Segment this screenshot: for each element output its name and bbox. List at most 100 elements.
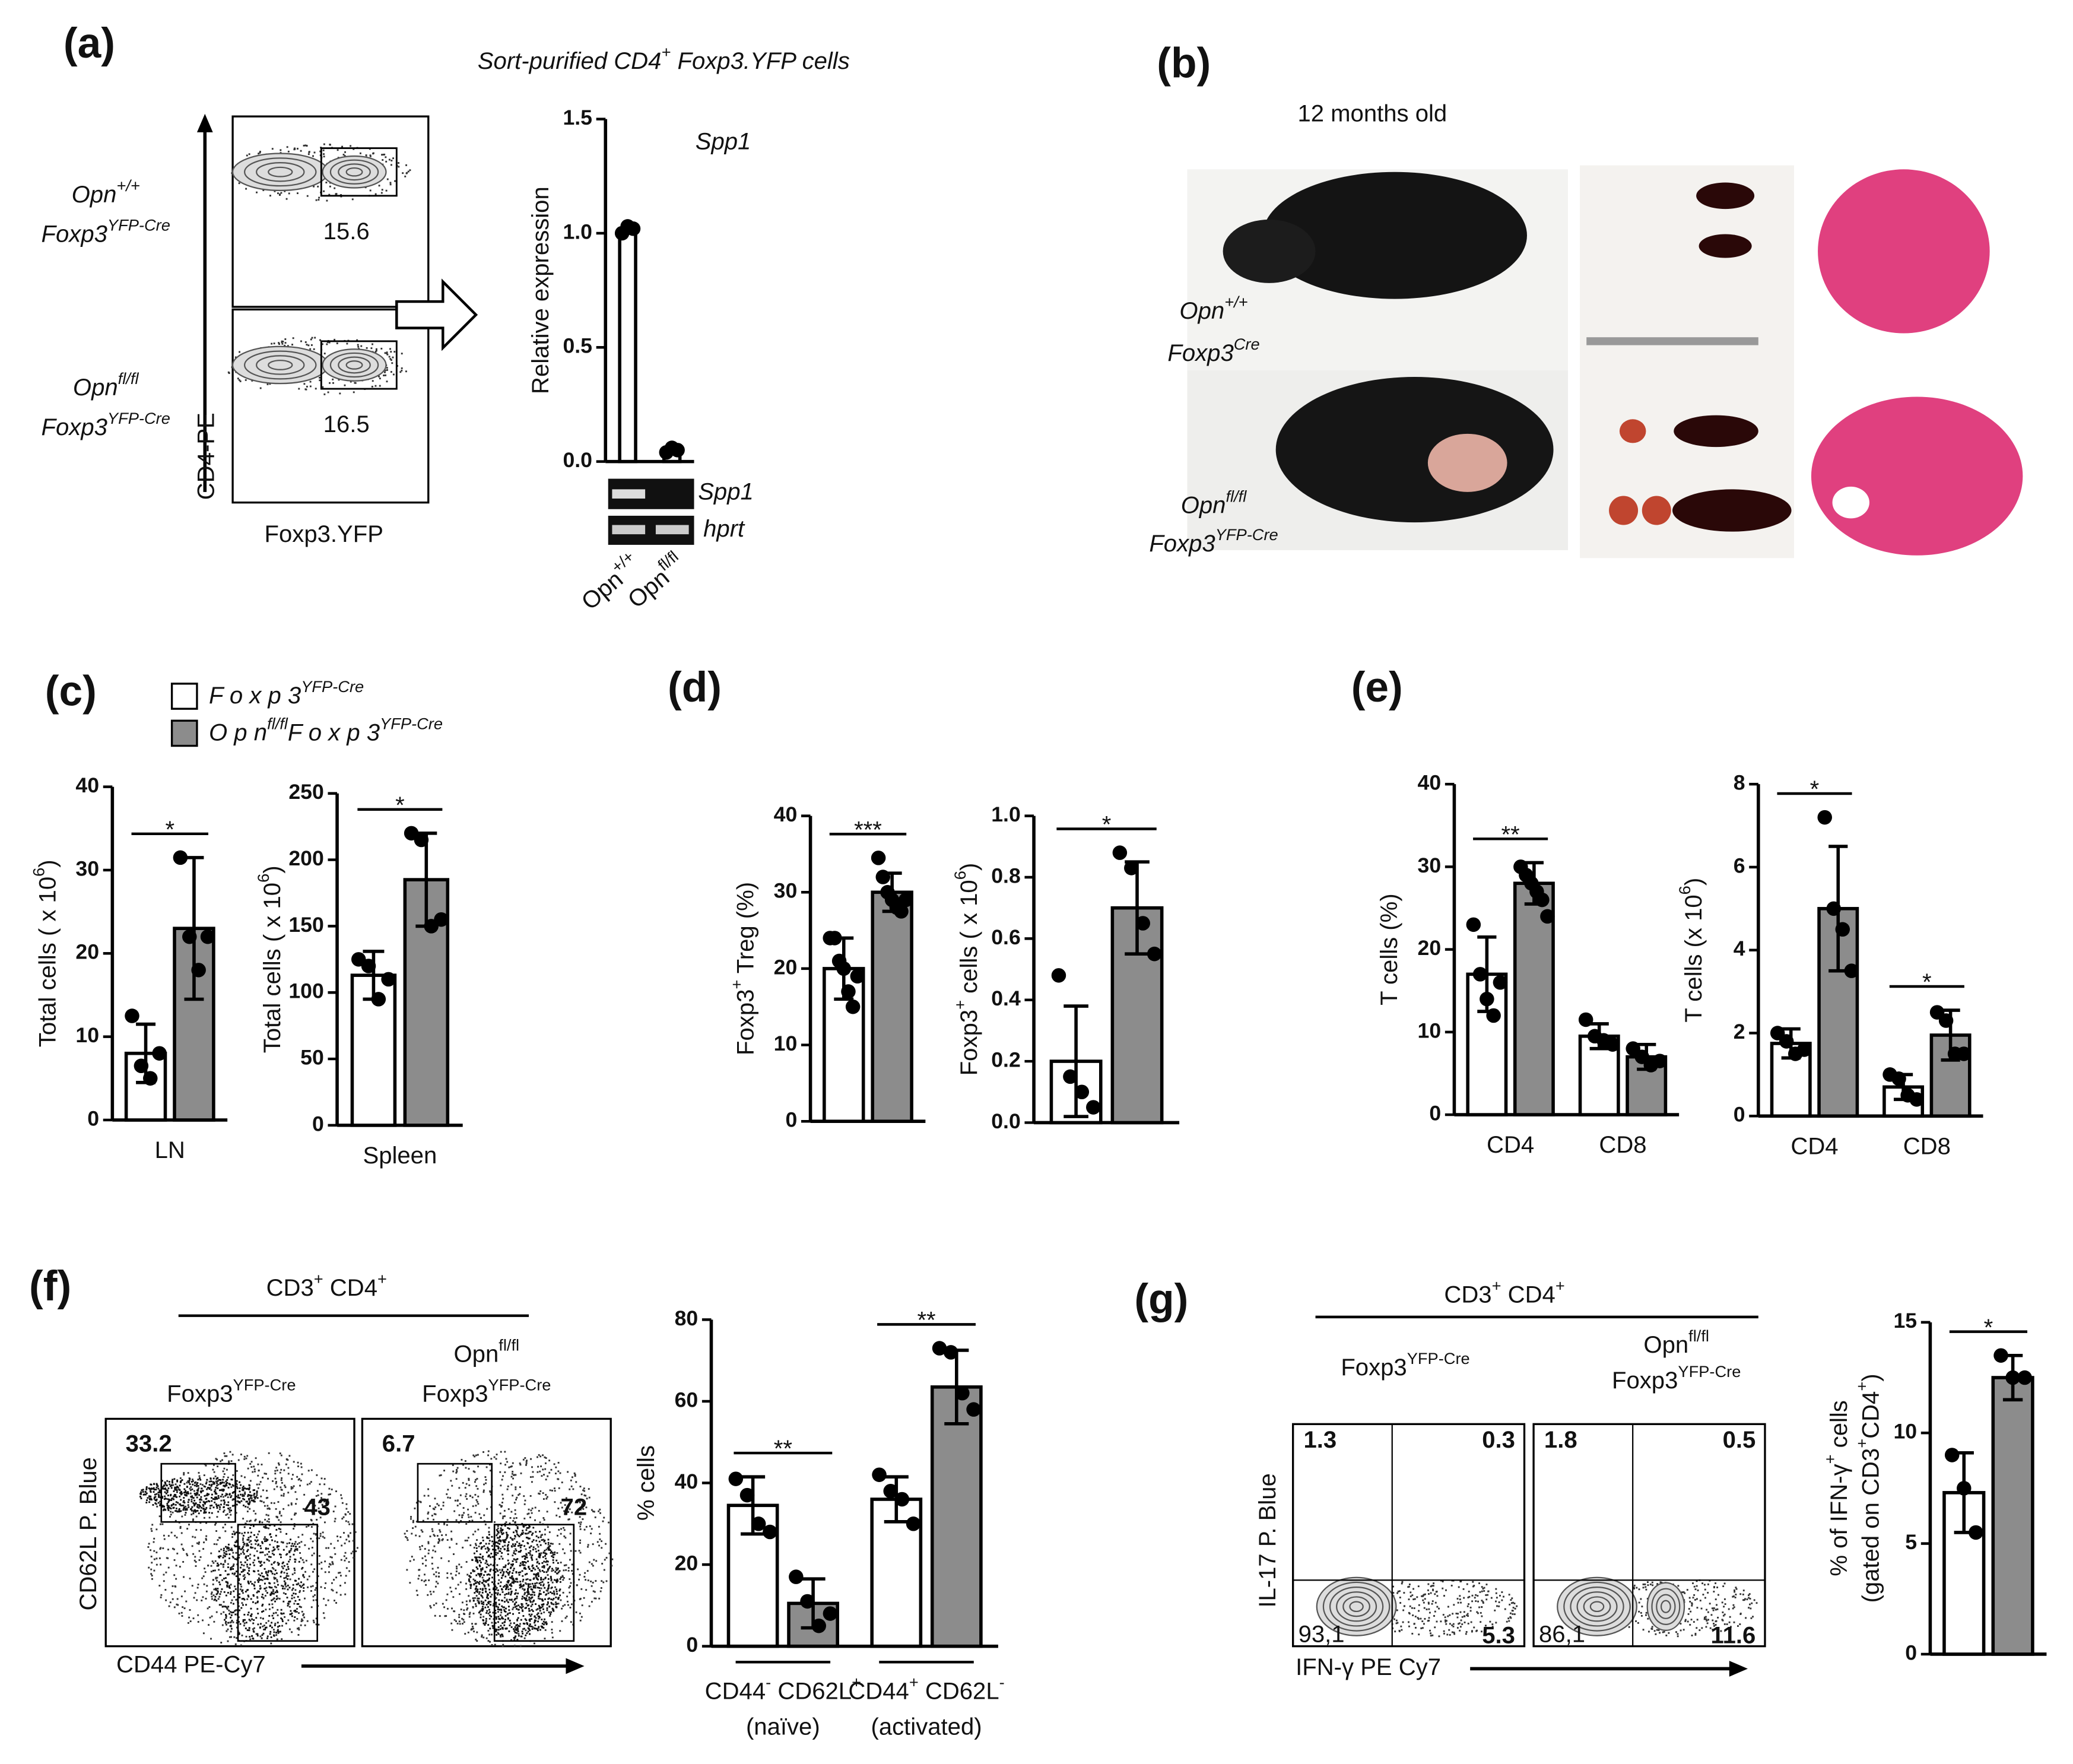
event-dot <box>234 1532 236 1534</box>
event-dot <box>551 1592 553 1594</box>
event-dot <box>536 1608 539 1610</box>
event-dot <box>338 1572 340 1574</box>
event-dot <box>294 1543 296 1545</box>
event-dot <box>179 1484 181 1487</box>
event-dot <box>506 1461 509 1463</box>
event-dot <box>494 1541 497 1543</box>
text-part: Foxp3.YFP cells <box>671 47 849 74</box>
event-dot <box>1700 1607 1703 1610</box>
event-dot <box>1423 1607 1426 1609</box>
event-dot <box>230 1614 233 1616</box>
event-dot <box>467 1632 469 1633</box>
event-dot <box>233 1573 236 1576</box>
event-dot <box>230 1496 232 1498</box>
event-dot <box>532 1610 534 1612</box>
event-dot <box>230 1630 232 1633</box>
event-dot <box>507 1612 509 1614</box>
event-dot <box>515 1488 517 1490</box>
event-dot <box>147 1546 150 1548</box>
event-dot <box>224 1530 227 1533</box>
event-dot <box>520 1532 523 1534</box>
event-dot <box>504 1544 506 1547</box>
event-dot <box>262 1632 265 1635</box>
event-dot <box>520 1619 522 1621</box>
event-dot <box>281 1613 283 1615</box>
event-dot <box>507 1573 510 1576</box>
event-dot <box>288 1560 290 1563</box>
event-dot <box>559 1581 561 1583</box>
event-dot <box>221 1482 223 1484</box>
event-dot <box>230 1611 231 1613</box>
event-dot <box>534 1622 536 1624</box>
event-dot <box>478 1591 481 1593</box>
event-dot <box>1722 1585 1725 1587</box>
event-dot <box>1421 1595 1423 1597</box>
event-dot <box>608 1521 610 1524</box>
event-dot <box>239 351 241 353</box>
event-dot <box>1436 1590 1438 1592</box>
event-dot <box>484 1476 487 1479</box>
event-dot <box>450 1538 453 1541</box>
event-dot <box>513 1568 515 1570</box>
event-dot <box>1726 1623 1728 1625</box>
event-dot <box>515 1571 518 1573</box>
event-dot <box>538 1626 540 1628</box>
event-dot <box>534 1519 536 1521</box>
event-dot <box>265 1571 267 1573</box>
event-dot <box>487 1546 489 1549</box>
event-dot <box>1633 1587 1635 1589</box>
event-dot <box>255 1518 257 1521</box>
event-dot <box>328 1487 331 1490</box>
event-dot <box>282 1592 285 1594</box>
event-dot <box>435 1602 437 1604</box>
event-dot <box>1408 1585 1410 1588</box>
event-dot <box>522 1595 524 1598</box>
event-dot <box>386 380 388 383</box>
event-dot <box>230 1568 231 1571</box>
event-dot <box>253 1500 256 1503</box>
event-dot <box>1481 1630 1482 1633</box>
event-dot <box>525 1603 528 1605</box>
event-dot <box>525 1582 527 1584</box>
event-dot <box>214 1490 215 1493</box>
event-dot <box>272 1629 275 1631</box>
event-dot <box>1485 1598 1488 1601</box>
event-dot <box>249 1462 252 1465</box>
event-dot <box>532 1587 535 1589</box>
event-dot <box>215 1578 217 1579</box>
event-dot <box>499 1543 501 1545</box>
event-dot <box>419 1548 421 1550</box>
event-dot <box>528 1508 530 1511</box>
event-dot <box>287 1473 290 1475</box>
event-dot <box>202 1632 205 1635</box>
event-dot <box>182 1549 185 1551</box>
y-axis-label: CD62L P. Blue <box>75 1457 101 1610</box>
event-dot <box>324 1560 326 1563</box>
event-dot <box>297 1627 300 1629</box>
event-dot <box>277 1632 280 1634</box>
plot-title: Foxp3YFP-Cre <box>1612 1362 1741 1394</box>
event-dot <box>265 1514 268 1516</box>
event-dot <box>526 1632 528 1635</box>
event-dot <box>227 1476 229 1479</box>
contour <box>1329 1586 1384 1627</box>
event-dot <box>303 144 305 147</box>
event-dot <box>164 1495 166 1498</box>
superscript: YFP-Cre <box>107 409 170 427</box>
event-dot <box>528 1607 530 1610</box>
event-dot <box>476 1550 478 1552</box>
row-label: Opnfl/fl <box>73 369 139 401</box>
event-dot <box>494 1612 497 1614</box>
event-dot <box>1421 1620 1424 1622</box>
event-dot <box>201 1577 204 1579</box>
event-dot <box>551 1552 554 1554</box>
event-dot <box>489 1570 491 1572</box>
event-dot <box>227 1496 229 1499</box>
event-dot <box>458 1572 461 1575</box>
event-dot <box>519 1581 522 1583</box>
event-dot <box>1430 1635 1432 1637</box>
event-dot <box>472 1570 474 1572</box>
event-dot <box>238 1605 240 1607</box>
event-dot <box>529 1597 532 1600</box>
event-dot <box>477 1528 480 1531</box>
